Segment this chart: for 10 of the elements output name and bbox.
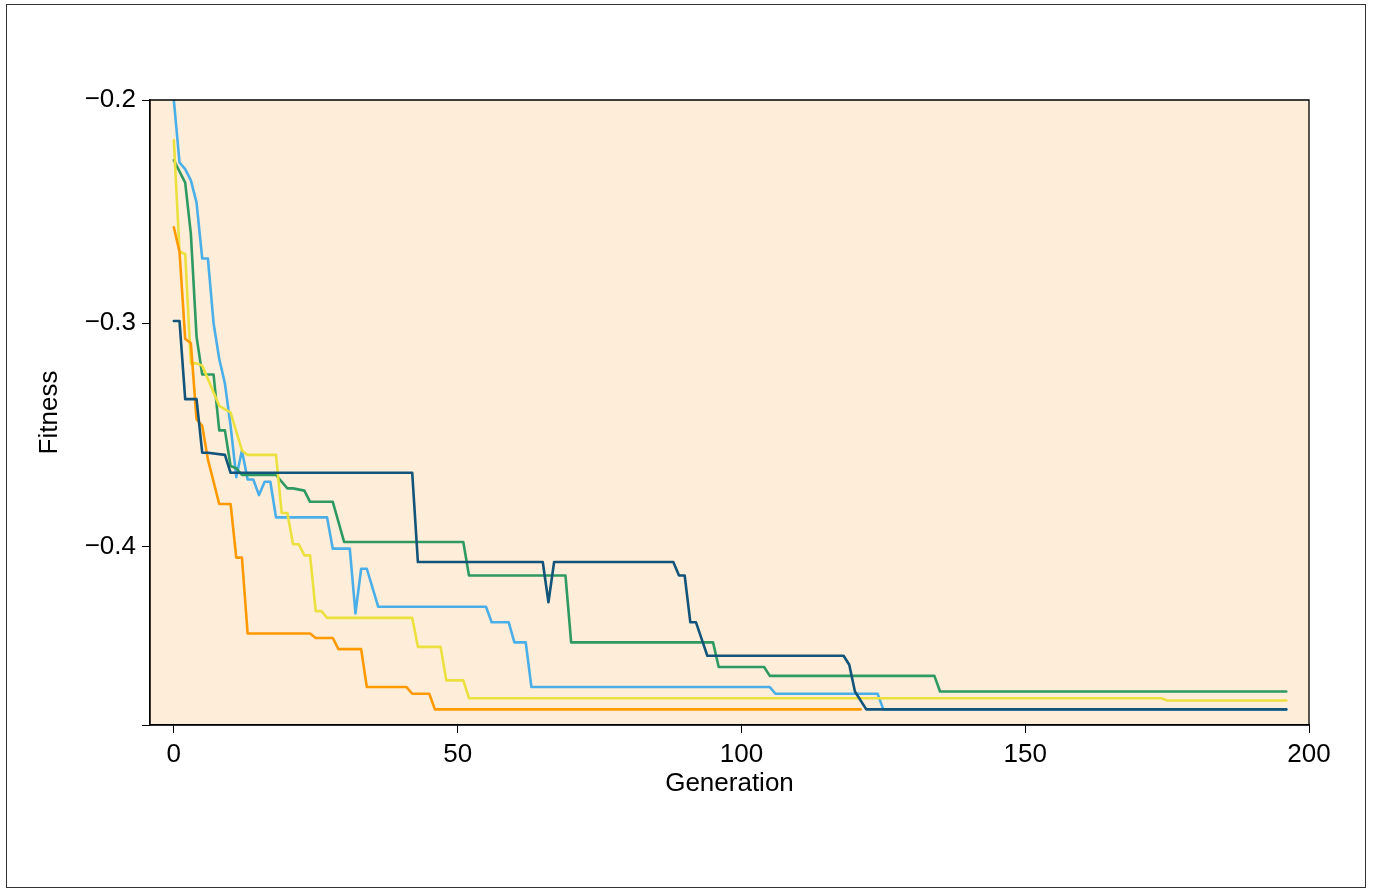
x-tick-label: 100: [719, 737, 764, 768]
x-tick-label: 0: [166, 737, 182, 768]
x-tick-label: 150: [1003, 737, 1047, 768]
x-tick-label: 200: [1287, 737, 1331, 768]
y-tick-label: −0.3: [84, 306, 136, 337]
x-axis-title: Generation: [665, 766, 794, 797]
x-tick-label: 50: [443, 737, 473, 768]
y-axis-title: Fitness: [32, 370, 63, 455]
y-tick-label: −0.4: [84, 529, 136, 560]
y-tick-label: −0.2: [84, 83, 136, 114]
